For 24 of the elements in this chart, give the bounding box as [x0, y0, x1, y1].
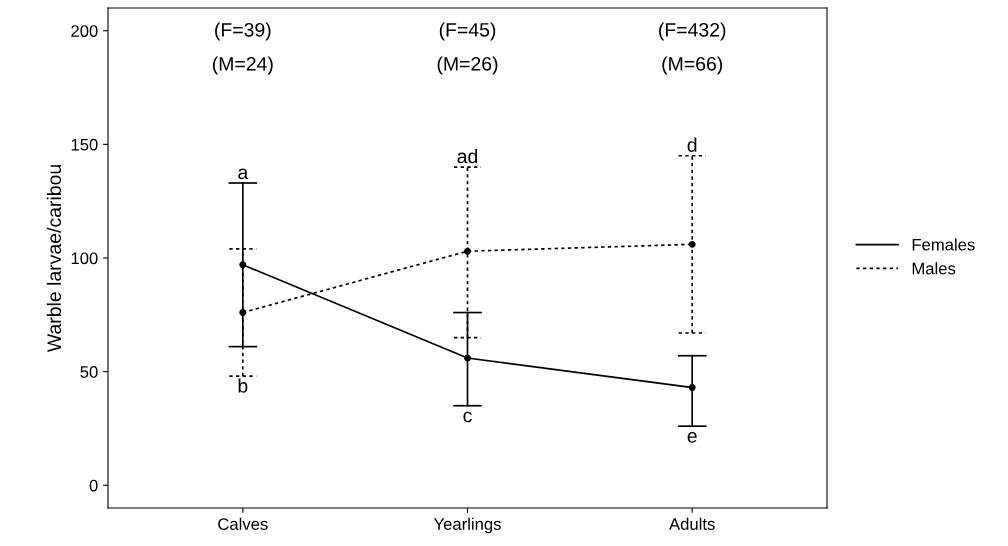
x-tick-label: Calves — [218, 517, 268, 530]
annotation: c — [463, 411, 472, 423]
annotation: (M=66) — [662, 56, 723, 75]
annotation: ad — [457, 148, 478, 164]
annotation: (F=45) — [439, 22, 496, 41]
y-axis-title: Warble larvae/caribou — [46, 165, 62, 353]
legend-label: Females — [912, 238, 975, 251]
x-tick-label: Yearlings — [433, 517, 501, 534]
annotation: (M=26) — [437, 56, 498, 75]
y-tick-label: 200 — [71, 25, 98, 37]
legend-label: Males — [912, 262, 956, 275]
annotation: (F=432) — [659, 22, 726, 41]
annotation: (M=24) — [212, 56, 273, 75]
y-tick-label: 0 — [89, 479, 98, 492]
y-tick-label: 100 — [71, 252, 98, 265]
annotation: b — [238, 378, 248, 393]
y-tick-label: 150 — [71, 138, 98, 151]
point — [464, 247, 471, 255]
annotation: a — [238, 168, 249, 180]
annotation: e — [687, 432, 697, 443]
y-tick-label: 50 — [80, 366, 98, 378]
x-tick-label: Adults — [669, 517, 715, 530]
annotation: d — [687, 137, 697, 152]
annotation: (F=39) — [215, 22, 271, 41]
